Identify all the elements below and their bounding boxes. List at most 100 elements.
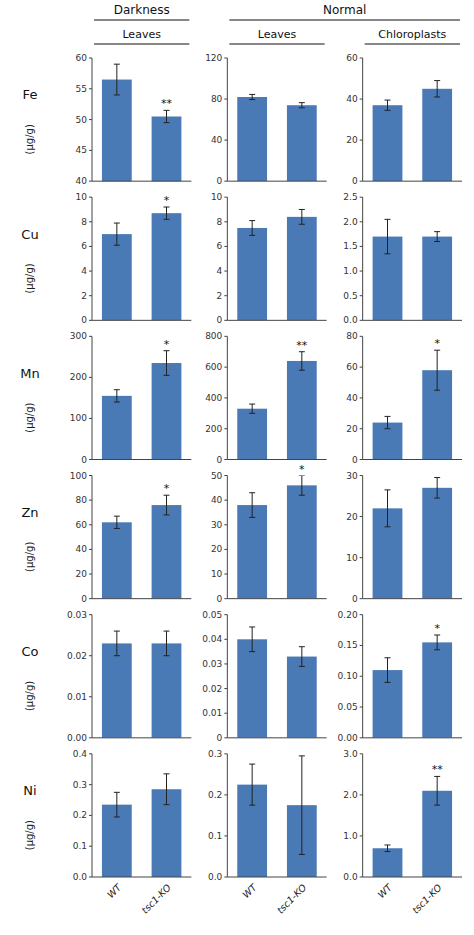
y-tick [224, 58, 227, 59]
marks [237, 209, 316, 320]
y-tick [224, 688, 227, 689]
y-tick-label: 0 [217, 455, 223, 465]
panel: 0.01.02.03.0WTtsc1-KO** [343, 749, 462, 916]
y-tick-label: 30 [346, 471, 358, 481]
figure: 4045505560(μg/g)Fe**DarknessLeaves040801… [0, 0, 474, 935]
y-tick-label: 60 [76, 520, 88, 530]
panel: 0204060Chloroplasts [346, 28, 462, 186]
marks [373, 350, 452, 459]
y-tick-label: 40 [346, 393, 358, 403]
panel: 020406080100(μg/g)Zn* [21, 471, 191, 604]
y-axis-label: (μg/g) [25, 402, 36, 432]
y-tick-label: 60 [346, 362, 358, 372]
error-bar [385, 100, 391, 110]
y-tick [360, 614, 363, 615]
y-tick-label: 50 [211, 471, 223, 481]
x-axis-line [363, 877, 462, 878]
error-bar [114, 792, 120, 817]
error-bar [299, 352, 305, 370]
error-bar [114, 516, 120, 528]
y-tick-label: 40 [346, 94, 358, 104]
y-tick [89, 549, 92, 550]
bar [287, 361, 317, 460]
y-tick-label: 0.4 [73, 749, 88, 759]
y-tick-label: 4 [217, 266, 223, 276]
y-tick [224, 459, 227, 460]
error-bar [434, 478, 440, 499]
y-tick-label: 0.1 [73, 841, 87, 851]
y-tick [89, 500, 92, 501]
bar [152, 363, 182, 459]
error-bar [434, 232, 440, 242]
y-tick-label: 0.03 [202, 659, 222, 669]
y-tick [360, 336, 363, 337]
y-tick [360, 320, 363, 321]
y-tick-label: 0.01 [202, 708, 222, 718]
y-tick [224, 639, 227, 640]
y-tick-label: 10 [211, 192, 223, 202]
y-axis-line [92, 336, 93, 459]
y-tick-label: 0.03 [67, 610, 87, 620]
error-bar [114, 390, 120, 402]
bar [237, 639, 267, 738]
y-tick-label: 60 [76, 53, 88, 63]
x-axis-line [92, 737, 191, 738]
header-underline [94, 20, 189, 21]
header-underline [229, 20, 460, 21]
marks [237, 756, 316, 877]
y-tick [89, 784, 92, 785]
y-tick-label: 45 [76, 145, 87, 155]
y-tick [360, 835, 363, 836]
x-axis-line [227, 320, 326, 321]
y-tick-label: 120 [205, 53, 222, 63]
significance-label: * [299, 463, 305, 476]
y-tick-label: 80 [76, 495, 88, 505]
marks [373, 776, 452, 877]
error-bar [114, 631, 120, 656]
y-tick [360, 58, 363, 59]
y-tick-label: 50 [76, 115, 88, 125]
panel: 0.000.010.020.03(μg/g)Co [21, 610, 191, 743]
y-axis-line [227, 615, 228, 738]
x-axis-line [363, 737, 462, 738]
y-tick-label: 400 [205, 393, 222, 403]
y-tick-label: 80 [211, 94, 223, 104]
y-axis-line [92, 197, 93, 320]
error-bar [164, 774, 170, 805]
y-tick-label: 0 [352, 594, 358, 604]
bar [152, 213, 182, 320]
y-tick [224, 475, 227, 476]
panel: 0246810 [211, 192, 327, 325]
error-bar [114, 223, 120, 245]
y-tick [360, 397, 363, 398]
marks [102, 207, 181, 320]
y-tick [89, 320, 92, 321]
y-tick [360, 181, 363, 182]
y-tick-label: 40 [76, 176, 88, 186]
y-tick-label: 1.0 [343, 831, 358, 841]
panel: 0100200300(μg/g)Mn* [20, 331, 191, 464]
y-axis-label: (μg/g) [25, 263, 36, 293]
row-label: Ni [23, 783, 36, 798]
y-tick [360, 737, 363, 738]
y-tick [89, 655, 92, 656]
significance-label: ** [161, 97, 173, 110]
marks [102, 64, 181, 181]
x-tick-label: tsc1-KO [275, 881, 309, 915]
y-tick [89, 614, 92, 615]
y-tick-label: 0.02 [202, 684, 222, 694]
error-bar [164, 110, 170, 122]
y-tick-label: 0.04 [202, 634, 222, 644]
y-tick [224, 397, 227, 398]
header-underline [365, 44, 460, 45]
y-tick-label: 0.3 [73, 780, 87, 790]
y-tick [360, 428, 363, 429]
y-tick [360, 557, 363, 558]
error-bar [249, 404, 255, 413]
y-tick [224, 663, 227, 664]
x-tick-label: tsc1-KO [139, 881, 173, 915]
y-tick-label: 0.0 [343, 872, 358, 882]
y-tick-label: 40 [211, 135, 223, 145]
y-tick [224, 877, 227, 878]
x-axis-line [363, 181, 462, 182]
